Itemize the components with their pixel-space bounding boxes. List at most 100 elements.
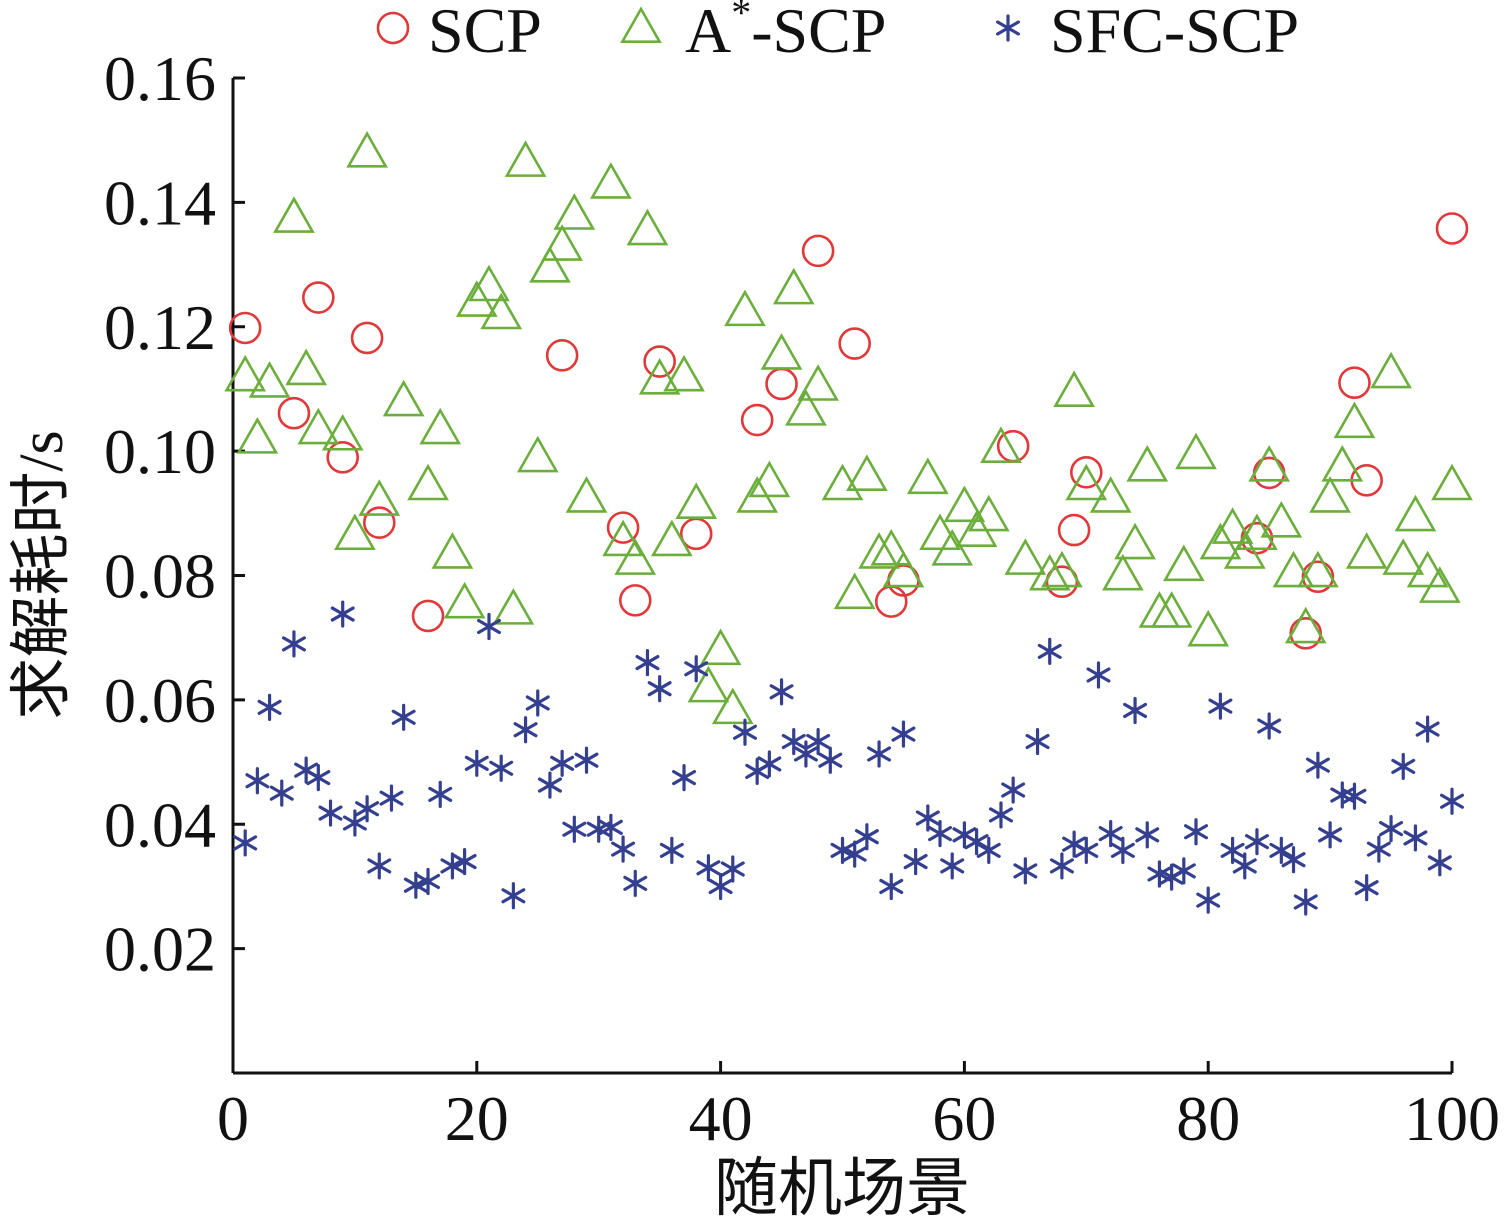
data-point: [765, 367, 798, 401]
data-point: [411, 599, 445, 633]
data-point: [1440, 787, 1464, 815]
data-point: [879, 872, 904, 901]
axes: [231, 78, 1452, 1075]
data-point: [1318, 821, 1343, 849]
data-point: [1187, 609, 1230, 647]
x-tick-label: 80: [1176, 1083, 1240, 1154]
data-point: [468, 264, 510, 302]
data-point: [541, 224, 583, 261]
data-point: [1333, 401, 1376, 439]
data-point: [602, 519, 644, 557]
data-point: [830, 836, 855, 864]
y-tick-label: 0.16: [104, 43, 216, 114]
data-point: [906, 457, 949, 495]
data-point: [277, 396, 311, 430]
data-point: [1257, 712, 1282, 740]
data-point: [647, 675, 672, 703]
data-point: [1070, 455, 1103, 489]
data-point: [1013, 857, 1038, 885]
data-point: [1232, 852, 1257, 880]
data-point: [537, 771, 562, 799]
data-point: [757, 750, 782, 778]
data-point: [1135, 821, 1160, 849]
legend-marker: [996, 14, 1020, 42]
ticks: 0 20 40 60 80 100 0.02 0.04 0.06 0.08 0.10 0.12 0.14…: [104, 43, 1500, 1154]
data-point: [980, 426, 1022, 463]
data-points: [224, 130, 1473, 916]
x-tick-label: 100: [1404, 1083, 1500, 1154]
data-point: [407, 463, 449, 501]
data-point: [614, 538, 657, 575]
data-point: [1366, 835, 1391, 863]
data-point: [772, 267, 815, 305]
data-point: [996, 429, 1030, 463]
data-point: [724, 289, 766, 327]
data-point: [391, 703, 416, 731]
data-point: [801, 234, 835, 268]
data-point: [748, 460, 791, 498]
data-point: [1171, 857, 1196, 885]
data-point: [696, 854, 721, 882]
data-point: [663, 354, 705, 392]
data-point: [480, 292, 523, 330]
data-point: [638, 357, 681, 395]
data-point: [1391, 752, 1416, 781]
x-tick-label: 40: [689, 1083, 753, 1154]
data-point: [684, 655, 709, 683]
data-point: [732, 718, 757, 746]
data-point: [529, 246, 571, 283]
legend: SCP A*-SCP SFC-SCP: [376, 0, 1299, 66]
data-point: [513, 716, 538, 744]
data-point: [1338, 366, 1371, 400]
data-point: [306, 764, 331, 792]
data-point: [1269, 836, 1294, 864]
data-point: [1196, 886, 1221, 914]
series-a-scp: [224, 130, 1473, 725]
data-point: [550, 749, 575, 777]
x-tick-label: 20: [445, 1083, 509, 1154]
y-tick-label: 0.04: [104, 789, 216, 860]
data-point: [1394, 494, 1437, 532]
data-point: [626, 208, 669, 246]
series-scp: [228, 212, 1469, 650]
data-point: [269, 779, 294, 807]
data-point: [675, 482, 718, 519]
data-point: [297, 407, 340, 445]
data-point: [565, 476, 608, 513]
y-tick-label: 0.12: [104, 292, 216, 363]
y-tick-label: 0.08: [104, 541, 216, 612]
data-point: [1289, 617, 1323, 650]
legend-label: SCP: [428, 0, 542, 66]
data-point: [1150, 591, 1193, 628]
data-point: [452, 847, 477, 876]
data-point: [489, 754, 514, 782]
data-point: [318, 799, 343, 827]
data-point: [501, 882, 526, 910]
data-point: [740, 403, 774, 437]
data-point: [793, 740, 818, 768]
y-tick-label: 0.10: [104, 416, 216, 487]
legend-item: SCP: [376, 0, 542, 66]
data-point: [1223, 532, 1266, 569]
data-point: [1244, 828, 1269, 856]
data-point: [1184, 818, 1209, 846]
data-point: [330, 600, 355, 628]
data-point: [1354, 874, 1379, 902]
data-point: [1406, 550, 1449, 588]
data-point: [842, 840, 867, 868]
data-point: [443, 581, 486, 619]
y-tick-label: 0.06: [104, 665, 216, 736]
data-point: [431, 532, 474, 569]
data-point: [302, 281, 335, 314]
data-point: [1379, 815, 1404, 843]
data-point: [1418, 566, 1461, 603]
data-point: [833, 572, 876, 610]
data-point: [858, 532, 900, 569]
data-point: [1065, 463, 1108, 501]
data-point: [1138, 591, 1181, 628]
data-point: [1037, 637, 1062, 665]
data-point: [867, 740, 892, 768]
data-point: [1147, 860, 1172, 888]
x-tick-label: 0: [217, 1083, 249, 1154]
